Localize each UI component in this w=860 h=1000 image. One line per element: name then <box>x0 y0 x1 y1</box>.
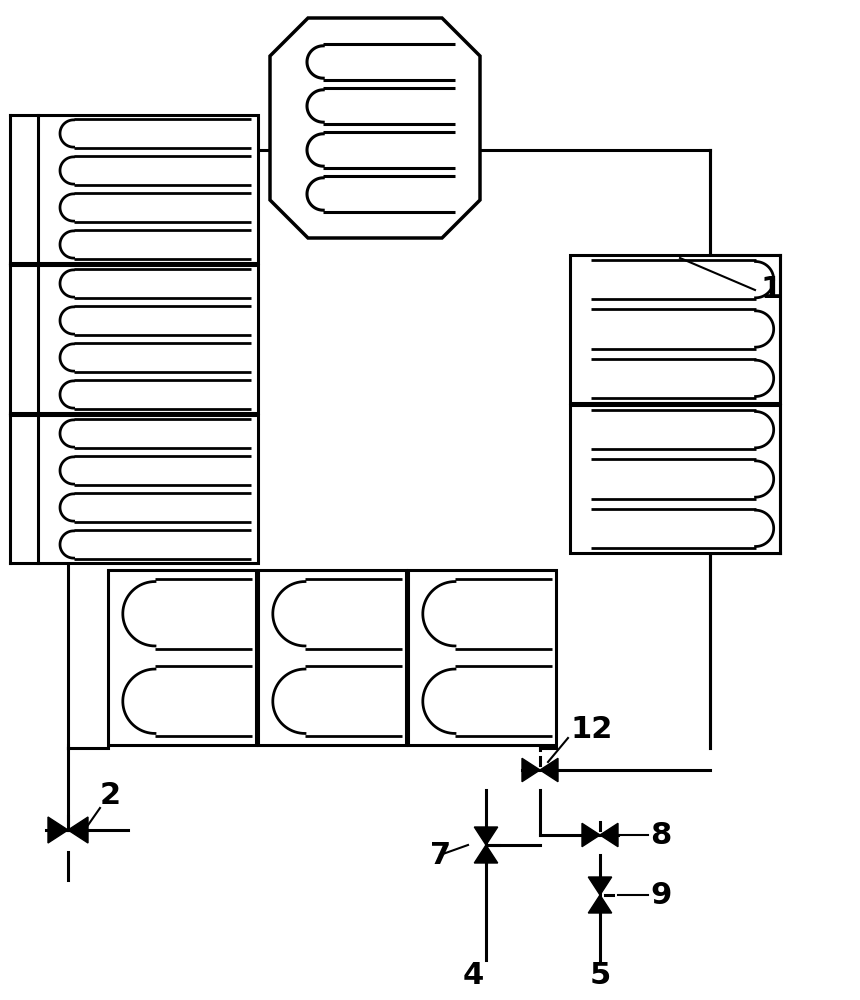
Bar <box>38 115 258 263</box>
Polygon shape <box>48 817 68 843</box>
Text: 4: 4 <box>463 960 484 990</box>
Bar <box>108 570 256 745</box>
Polygon shape <box>522 758 540 782</box>
Bar <box>258 570 406 745</box>
Polygon shape <box>475 845 498 863</box>
Bar <box>38 265 258 413</box>
Text: 5: 5 <box>590 960 611 990</box>
Bar <box>408 570 556 745</box>
Text: 9: 9 <box>650 880 672 910</box>
Bar <box>38 415 258 563</box>
Polygon shape <box>600 823 618 847</box>
Text: 8: 8 <box>650 820 672 850</box>
Polygon shape <box>68 817 88 843</box>
Text: 2: 2 <box>100 780 121 810</box>
Polygon shape <box>588 895 611 913</box>
Text: 7: 7 <box>430 840 452 869</box>
Bar <box>570 405 780 553</box>
Polygon shape <box>588 877 611 895</box>
Text: 12: 12 <box>570 716 612 744</box>
Polygon shape <box>270 18 480 238</box>
Polygon shape <box>475 827 498 845</box>
Bar <box>570 255 780 403</box>
Polygon shape <box>540 758 558 782</box>
Polygon shape <box>582 823 600 847</box>
Text: 1: 1 <box>760 275 781 304</box>
